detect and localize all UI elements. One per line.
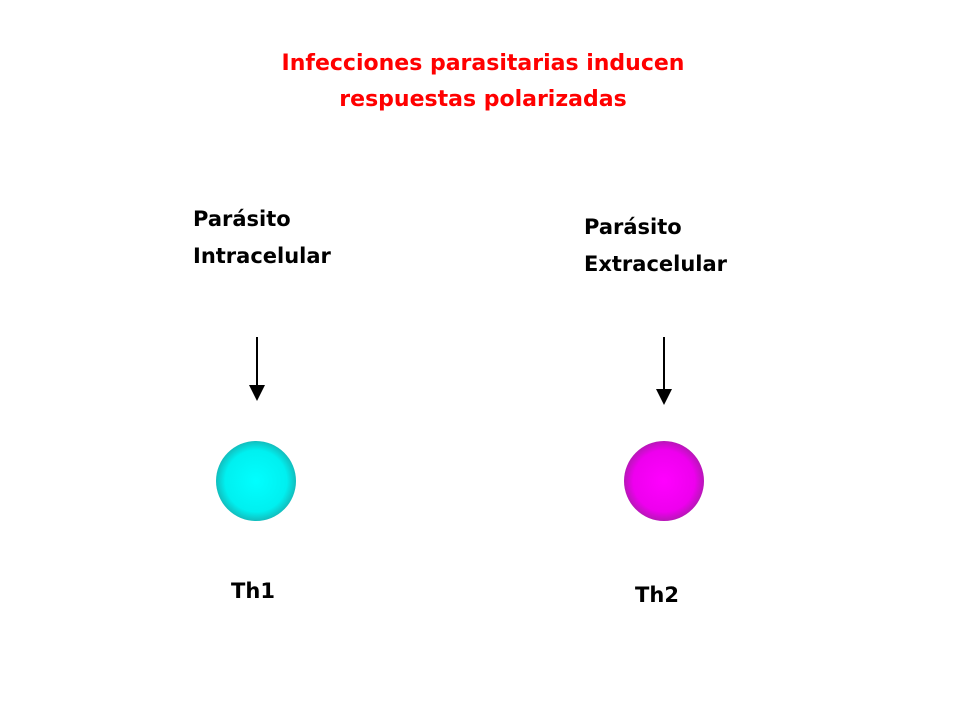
node-label: Extracelular [584,252,728,276]
node-label: Parásito [584,215,682,239]
title: respuestas polarizadas [339,87,626,112]
cell-label: Th2 [635,583,679,607]
cell-label: Th1 [231,579,275,603]
cell [624,441,704,521]
cell [216,441,296,521]
node-label: Parásito [193,207,291,231]
node-label: Intracelular [193,244,332,268]
title: Infecciones parasitarias inducen [282,51,685,76]
